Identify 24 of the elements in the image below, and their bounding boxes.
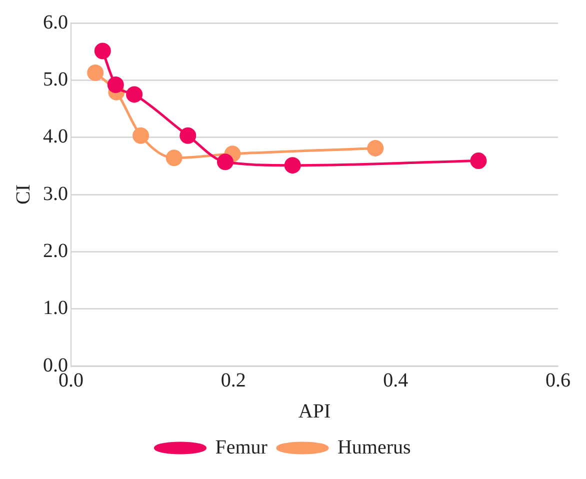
y-tick-label: 2.0 <box>43 240 68 262</box>
y-axis-title: CI <box>12 184 34 204</box>
y-tick-label: 1.0 <box>43 297 68 320</box>
y-tick-label: 3.0 <box>43 182 68 205</box>
point <box>180 127 196 144</box>
point <box>284 157 301 174</box>
x-tick-label: 0.2 <box>220 369 246 392</box>
point <box>132 127 150 144</box>
x-tick-label: 0.6 <box>546 369 570 392</box>
point <box>367 140 384 156</box>
y-tick-label: 4.0 <box>43 126 68 148</box>
y-tick-label: 5.0 <box>43 68 68 90</box>
point <box>216 154 234 170</box>
point <box>166 150 182 166</box>
point <box>107 76 124 93</box>
point <box>87 64 104 81</box>
x-axis-title: API <box>298 400 331 422</box>
legend-label: Femur <box>215 436 268 458</box>
legend-label: Humerus <box>337 436 411 458</box>
point <box>126 86 143 103</box>
x-tick-label: 0.4 <box>383 369 408 392</box>
point <box>94 42 111 60</box>
point <box>470 152 487 170</box>
y-tick-label: 6.0 <box>43 11 68 34</box>
